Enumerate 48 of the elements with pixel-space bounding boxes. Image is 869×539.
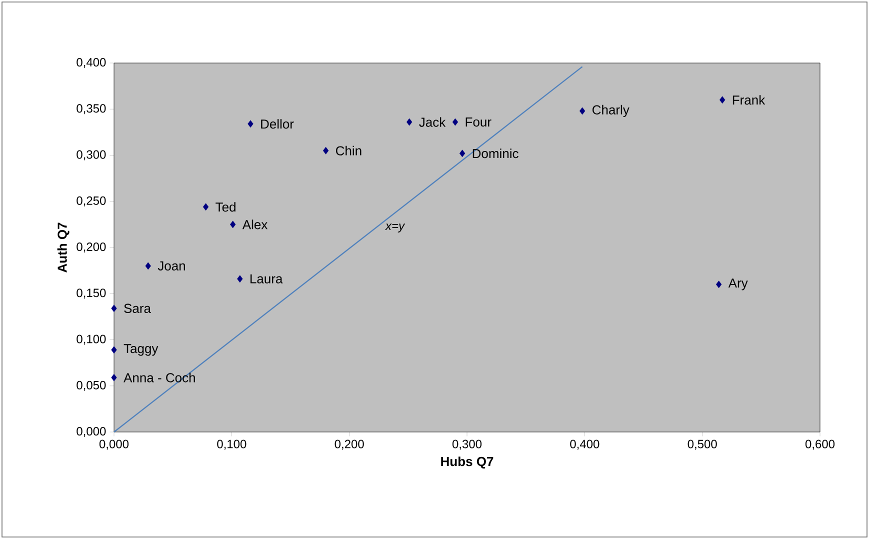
y-tick-label: 0,000 xyxy=(76,427,106,437)
annotation: Joan xyxy=(158,261,185,270)
x-axis-title: Hubs Q7 xyxy=(441,456,494,469)
x-tick-label: 0,000 xyxy=(99,440,129,450)
point xyxy=(202,203,209,211)
point xyxy=(111,374,117,382)
point xyxy=(720,96,726,104)
y-tick-label: 0,400 xyxy=(76,58,106,68)
point xyxy=(716,280,722,288)
y-tick-label: 0,250 xyxy=(76,196,106,206)
annotation: Dominic xyxy=(472,148,518,158)
x-tick-label: 0,100 xyxy=(217,440,246,450)
point xyxy=(452,118,458,126)
point xyxy=(459,150,466,158)
annotation: Ary xyxy=(728,278,748,290)
y-tick-label: 0,350 xyxy=(76,104,106,114)
x-tick-label: 0,400 xyxy=(570,440,600,450)
series-label: x=y xyxy=(385,224,406,232)
x-tick-label: 0,500 xyxy=(688,440,717,450)
y-axis-title: Auth Q7 xyxy=(57,222,70,272)
y-tick-label: 0,150 xyxy=(76,288,106,299)
x-tick-label: 0,600 xyxy=(805,440,835,450)
point xyxy=(322,146,329,154)
y-tick-label: 0,100 xyxy=(76,334,106,345)
point xyxy=(580,107,586,115)
annotation: Taggy xyxy=(124,344,158,356)
x-tick-label: 0,300 xyxy=(452,440,482,450)
annotation: Four xyxy=(466,118,492,127)
y-tick-label: 0,050 xyxy=(76,380,106,391)
point xyxy=(145,262,151,270)
point xyxy=(248,120,254,128)
annotation: Chin xyxy=(336,146,362,156)
point xyxy=(237,275,243,283)
y-tick-label: 0,200 xyxy=(76,242,106,252)
annotation: Charly xyxy=(592,104,630,118)
point xyxy=(111,346,117,354)
annotation: Ted xyxy=(216,202,236,212)
y-tick-label: 0,300 xyxy=(76,150,106,160)
annotation: Dellor xyxy=(261,119,294,129)
point xyxy=(230,220,236,228)
annotation: Laura xyxy=(250,274,283,284)
annotation: Jack xyxy=(419,117,446,127)
point xyxy=(111,304,117,312)
annotation: Alex xyxy=(242,220,268,230)
x-tick-label: 0,200 xyxy=(334,440,364,450)
point xyxy=(406,118,412,126)
annotation: Sara xyxy=(124,304,151,313)
annotation: Frank xyxy=(732,95,766,105)
